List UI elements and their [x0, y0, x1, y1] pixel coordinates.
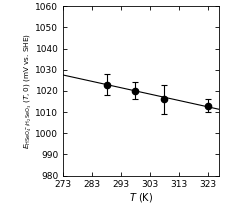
Y-axis label: $E_{\rm HSeO_4^-/H_2SeO_3}$ $(T,0)$ (mV vs. SHE): $E_{\rm HSeO_4^-/H_2SeO_3}$ $(T,0)$ (mV … [22, 33, 34, 149]
X-axis label: $T$ (K): $T$ (K) [129, 191, 153, 204]
